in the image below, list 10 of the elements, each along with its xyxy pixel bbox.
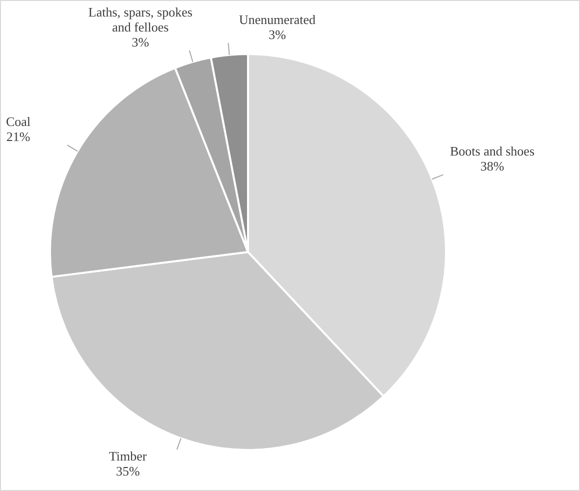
slice-label: Laths, spars, spokes and felloes [88,4,192,34]
slice-label: Timber [108,448,148,464]
data-label: 21% [6,129,30,144]
slice-label: Unenumerated [238,12,316,27]
data-label: 35% [116,464,140,479]
data-label: 38% [480,158,504,174]
slice-label: Coal [6,114,31,130]
data-label: 3% [132,34,150,50]
data-label: 3% [268,26,286,42]
slice-label: Boots and shoes [450,144,535,159]
